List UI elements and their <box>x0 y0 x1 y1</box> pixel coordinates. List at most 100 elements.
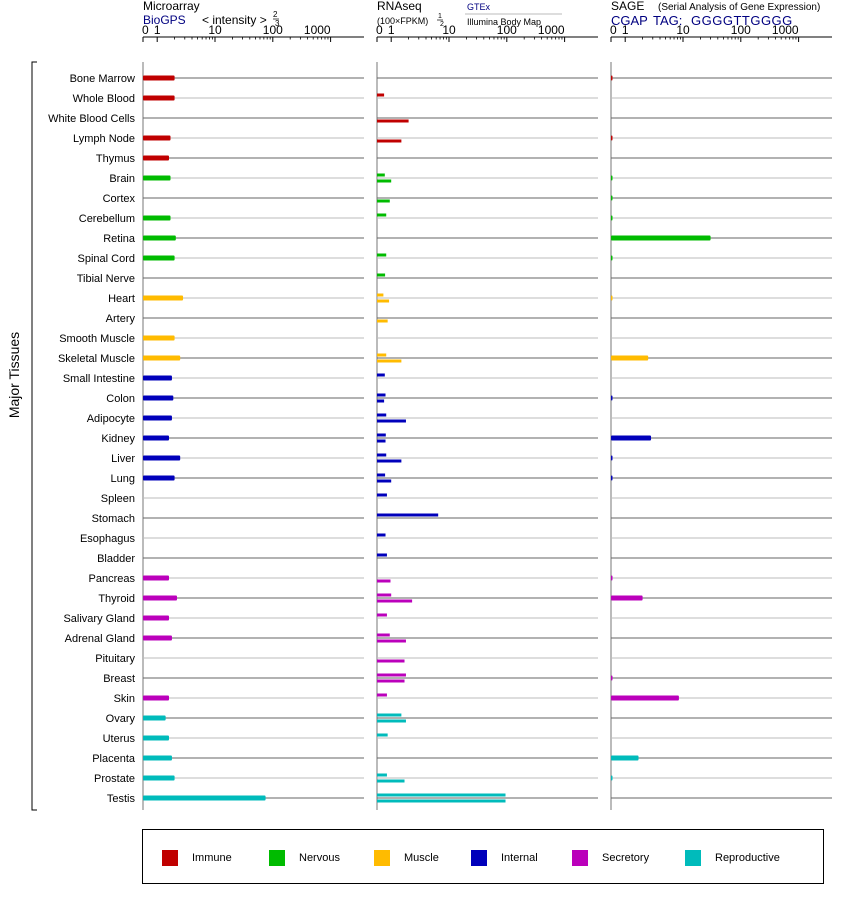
sage-source: CGAP <box>611 13 648 28</box>
legend-swatch-muscle <box>374 850 390 866</box>
group-label: Major Tissues <box>6 332 22 418</box>
sage-bar-spinal-cord <box>611 255 613 261</box>
microarray-bar-adipocyte <box>143 415 172 421</box>
sage-bar-retina <box>611 235 711 241</box>
microarray-bar-testis <box>143 795 266 801</box>
rnaseq-bar-ovary-illumina-body-map <box>377 719 406 723</box>
category-label-adrenal-gland: Adrenal Gland <box>65 633 135 645</box>
legend-swatch-immune <box>162 850 178 866</box>
legend-swatch-nervous <box>269 850 285 866</box>
category-label-kidney: Kidney <box>101 433 135 445</box>
sage-bar-thyroid <box>611 595 643 601</box>
category-label-skin: Skin <box>114 693 135 705</box>
sage-tick-label-10: 10 <box>676 23 690 37</box>
rnaseq-bar-adipocyte-gtex <box>377 413 387 417</box>
rnaseq-source: GTEx <box>467 2 491 12</box>
category-label-testis: Testis <box>107 793 136 805</box>
rnaseq-bar-lung-gtex <box>377 473 386 477</box>
legend-label-muscle: Muscle <box>404 852 439 864</box>
microarray-tick-label-1000: 1000 <box>304 23 331 37</box>
sage-bar-colon <box>611 395 613 401</box>
category-label-artery: Artery <box>106 313 136 325</box>
microarray-tick-label-0: 0 <box>142 23 149 37</box>
sage-bar-bone-marrow <box>611 75 613 81</box>
category-label-uterus: Uterus <box>103 733 136 745</box>
rnaseq-bar-skin-gtex <box>377 693 387 697</box>
rnaseq-bar-whole-blood-gtex <box>377 93 385 97</box>
rnaseq-bar-skeletal-muscle-illumina-body-map <box>377 359 402 363</box>
rnaseq-bar-pituitary-illumina-body-map <box>377 659 405 663</box>
rnaseq-bar-bladder-gtex <box>377 553 387 557</box>
rnaseq-bar-spleen-gtex <box>377 493 387 497</box>
microarray-bar-uterus <box>143 735 169 741</box>
sage-bar-placenta <box>611 755 639 761</box>
microarray-tick-label-1: 1 <box>154 23 161 37</box>
sage-tick-label-1: 1 <box>622 23 629 37</box>
sage-bar-kidney <box>611 435 652 441</box>
rnaseq-bar-lymph-node-illumina-body-map <box>377 139 402 143</box>
category-label-retina: Retina <box>103 233 136 245</box>
sage-bar-cerebellum <box>611 215 613 221</box>
category-label-thymus: Thymus <box>96 153 136 165</box>
category-label-liver: Liver <box>111 453 135 465</box>
rnaseq-bar-colon-illumina-body-map <box>377 399 385 403</box>
rnaseq-bar-heart-illumina-body-map <box>377 299 390 303</box>
microarray-bar-liver <box>143 455 181 461</box>
rnaseq-bar-liver-gtex <box>377 453 387 457</box>
category-label-brain: Brain <box>109 173 135 185</box>
category-label-prostate: Prostate <box>94 773 135 785</box>
rnaseq-bar-brain-illumina-body-map <box>377 179 392 183</box>
sage-bar-lymph-node <box>611 135 613 141</box>
rnaseq-bar-cerebellum-gtex <box>377 213 387 217</box>
microarray-bar-colon <box>143 395 174 401</box>
microarray-bar-heart <box>143 295 184 301</box>
rnaseq-subtitle: (100×FPKM) <box>377 16 428 26</box>
rnaseq-bar-artery-illumina-body-map <box>377 319 388 323</box>
sage-title: SAGE <box>611 0 644 13</box>
rnaseq-bar-ovary-gtex <box>377 713 402 717</box>
rnaseq-bar-small-intestine-gtex <box>377 373 385 377</box>
sage-bar-heart <box>611 295 613 301</box>
microarray-bar-skin <box>143 695 169 701</box>
microarray-bar-retina <box>143 235 176 241</box>
legend-swatch-secretory <box>572 850 588 866</box>
microarray-source: BioGPS <box>143 13 186 27</box>
rnaseq-bar-white-blood-cells-illumina-body-map <box>377 119 409 123</box>
sage-bar-pancreas <box>611 575 613 581</box>
category-label-stomach: Stomach <box>92 513 135 525</box>
legend-label-immune: Immune <box>192 852 232 864</box>
legend-label-secretory: Secretory <box>602 852 650 864</box>
microarray-bar-cerebellum <box>143 215 171 221</box>
rnaseq-bar-prostate-gtex <box>377 773 387 777</box>
microarray-bar-spinal-cord <box>143 255 175 261</box>
rnaseq-bar-lung-illumina-body-map <box>377 479 392 483</box>
rnaseq-bar-stomach-gtex <box>377 513 439 517</box>
chart-legend: Immune Nervous Muscle Internal Secretory… <box>142 829 824 884</box>
microarray-bar-bone-marrow <box>143 75 175 81</box>
category-label-adipocyte: Adipocyte <box>87 413 135 425</box>
rnaseq-bar-testis-gtex <box>377 793 506 797</box>
rnaseq-bar-liver-illumina-body-map <box>377 459 402 463</box>
legend-item-muscle: Muscle <box>374 849 439 867</box>
microarray-bar-placenta <box>143 755 172 761</box>
category-label-ovary: Ovary <box>106 713 136 725</box>
rnaseq-bar-kidney-gtex <box>377 433 386 437</box>
microarray-tick-label-10: 10 <box>208 23 222 37</box>
microarray-bar-small-intestine <box>143 375 172 381</box>
category-label-lung: Lung <box>111 473 135 485</box>
rnaseq-exponent-num: 1 <box>438 13 442 20</box>
microarray-title: Microarray <box>143 0 200 13</box>
microarray-bar-thyroid <box>143 595 177 601</box>
rnaseq-bar-pancreas-illumina-body-map <box>377 579 391 583</box>
rnaseq-bar-breast-gtex <box>377 673 406 677</box>
legend-swatch-reproductive <box>685 850 701 866</box>
rnaseq-tick-label-1000: 1000 <box>538 23 565 37</box>
legend-item-internal: Internal <box>471 849 538 867</box>
rnaseq-bar-testis-illumina-body-map <box>377 799 506 803</box>
microarray-bar-lung <box>143 475 175 481</box>
rnaseq-bar-skeletal-muscle-gtex <box>377 353 387 357</box>
category-label-white-blood-cells: White Blood Cells <box>48 113 135 125</box>
microarray-bar-whole-blood <box>143 95 175 101</box>
legend-label-nervous: Nervous <box>299 852 340 864</box>
